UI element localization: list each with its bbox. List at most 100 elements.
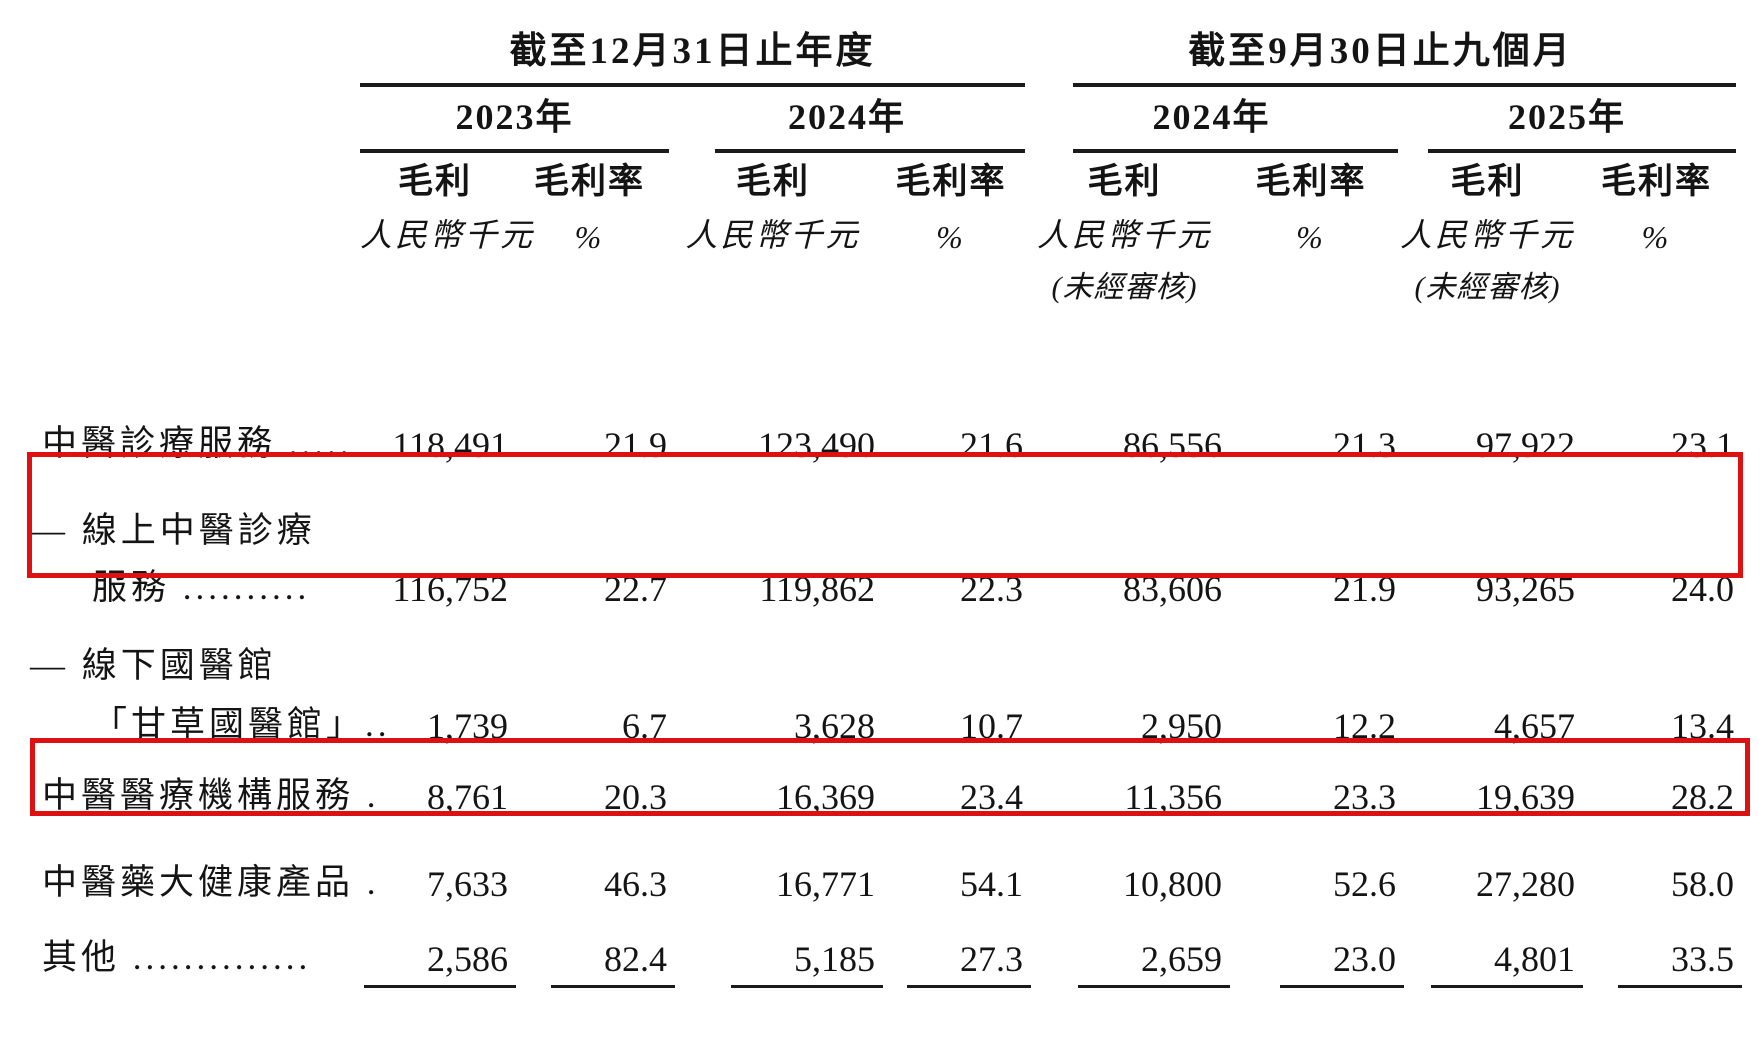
cell-value: 123,490 — [758, 424, 875, 465]
spacer-row — [0, 472, 1736, 502]
spacer-row — [0, 826, 1736, 854]
unaudited-note: (未經審核) — [1414, 270, 1561, 304]
cell-value: 24.0 — [1671, 568, 1734, 609]
header-rule — [715, 149, 1025, 153]
unit-header-row: 人民幣千元 % 人民幣千元 % 人民幣千元 % 人民幣千元 % — [0, 210, 1736, 260]
cell-value: 21.3 — [1333, 424, 1396, 465]
measure-header-row: 毛利 毛利率 毛利 毛利率 毛利 毛利率 毛利 毛利率 — [0, 153, 1736, 210]
cell-value: 22.3 — [960, 568, 1023, 609]
row-label: — 線上中醫診療 — [30, 510, 316, 550]
cell-value: 82.4 — [604, 939, 667, 979]
row-label: 其他 .............. — [42, 937, 312, 977]
cell-value: 23.3 — [1333, 776, 1396, 817]
row-label: — 線下國醫館 — [30, 645, 277, 685]
row-offline-clinics-label1: — 線下國醫館 — [0, 637, 1736, 696]
row-online-tcm-services: 服務 .......... 116,752 22.7 119,862 22.3 … — [0, 559, 1736, 612]
row-label: 服務 .......... — [92, 567, 311, 607]
col-gross-margin: 毛利率 — [533, 161, 645, 201]
header-spacer — [0, 87, 360, 153]
subtotal-rule — [907, 985, 1031, 988]
unit-pct: % — [574, 218, 605, 255]
cell-value: 19,639 — [1476, 776, 1575, 817]
cell-value: 2,659 — [1141, 939, 1222, 979]
cell-value: 2,586 — [427, 939, 508, 979]
row-label: 「甘草國醫館」.. — [92, 704, 391, 744]
cell-value: 23.1 — [1671, 424, 1734, 465]
period-group-sep30-title: 截至9月30日止九個月 — [1188, 31, 1573, 72]
col-gross-margin: 毛利率 — [895, 161, 1007, 201]
row-label: 中醫藥大健康產品 . — [42, 862, 380, 902]
row-label: 中醫診療服務 ..... — [42, 423, 353, 463]
period-group-dec31-title: 截至12月31日止年度 — [509, 31, 876, 72]
cell-value: 16,771 — [776, 863, 875, 904]
cell-value: 58.0 — [1671, 863, 1734, 904]
year-fy2023: 2023年 — [360, 87, 669, 153]
cell-value: 119,862 — [759, 568, 875, 609]
cell-value: 46.3 — [604, 863, 667, 904]
cell-value: 10,800 — [1123, 863, 1222, 904]
gross-profit-table: 截至12月31日止年度 截至9月30日止九個月 2023年 2024年 2024… — [0, 20, 1742, 1048]
header-spacer — [0, 210, 360, 260]
cell-value: 21.9 — [604, 424, 667, 465]
subtotal-rule — [1618, 985, 1742, 988]
cell-value: 21.9 — [1333, 568, 1396, 609]
header-spacer — [0, 260, 360, 310]
cell-value: 27.3 — [960, 939, 1023, 979]
cell-value: 54.1 — [960, 863, 1023, 904]
year-nm2025: 2025年 — [1398, 87, 1736, 153]
cell-value: 97,922 — [1476, 424, 1575, 465]
header-spacer — [0, 20, 360, 87]
period-group-dec31: 截至12月31日止年度 — [360, 20, 1025, 87]
cell-value: 12.2 — [1333, 705, 1396, 746]
unit-pct: % — [1641, 218, 1672, 255]
period-group-header-row: 截至12月31日止年度 截至9月30日止九個月 — [0, 20, 1736, 87]
unit-rmb: 人民幣千元 — [1036, 216, 1212, 253]
cell-value: 11,356 — [1124, 776, 1222, 817]
row-offline-clinics: 「甘草國醫館」.. 1,739 6.7 3,628 10.7 2,950 12.… — [0, 696, 1736, 755]
cell-value: 3,628 — [794, 705, 875, 746]
header-rule — [360, 149, 669, 153]
header-rule — [360, 83, 1025, 87]
row-tcm-health-products: 中醫藥大健康產品 . 7,633 46.3 16,771 54.1 10,800… — [0, 854, 1736, 913]
cell-value: 22.7 — [604, 568, 667, 609]
subtotal-rule — [1431, 985, 1583, 988]
subtotal-rule — [551, 985, 675, 988]
header-rule — [1073, 149, 1398, 153]
col-gross-profit: 毛利 — [1087, 161, 1162, 201]
subtotal-rule — [1078, 985, 1230, 988]
cell-value: 21.6 — [960, 424, 1023, 465]
cell-value: 116,752 — [392, 568, 508, 609]
spacer-row — [0, 310, 1736, 415]
cell-value: 20.3 — [604, 776, 667, 817]
cell-value: 83,606 — [1123, 568, 1222, 609]
unaudited-note: (未經審核) — [1051, 270, 1198, 304]
row-others: 其他 .............. 2,586 82.4 5,185 27.3 … — [0, 929, 1742, 992]
header-rule — [1073, 83, 1736, 87]
unaudited-row: (未經審核) (未經審核) — [0, 260, 1736, 310]
unit-rmb: 人民幣千元 — [1399, 216, 1575, 253]
spacer-row — [0, 755, 1736, 767]
period-group-sep30: 截至9月30日止九個月 — [1025, 20, 1736, 87]
unit-pct: % — [1296, 218, 1326, 255]
cell-value: 4,801 — [1494, 939, 1575, 979]
cell-value: 16,369 — [776, 776, 875, 817]
row-label: 中醫醫療機構服務 . — [42, 775, 380, 815]
cell-value: 27,280 — [1476, 863, 1575, 904]
year-header-row: 2023年 2024年 2024年 2025年 — [0, 87, 1736, 153]
cell-value: 6.7 — [622, 705, 667, 746]
cell-value: 10.7 — [960, 705, 1023, 746]
cell-value: 52.6 — [1333, 863, 1396, 904]
subtotal-rule — [731, 985, 883, 988]
cell-value: 93,265 — [1476, 568, 1575, 609]
cell-value: 2,950 — [1141, 705, 1222, 746]
cell-value: 118,491 — [392, 424, 508, 465]
cell-value: 4,657 — [1494, 705, 1575, 746]
cell-value: 28.2 — [1671, 776, 1734, 817]
unit-rmb: 人民幣千元 — [685, 216, 861, 253]
row-tcm-diagnosis-services: 中醫診療服務 ..... 118,491 21.9 123,490 21.6 8… — [0, 415, 1736, 472]
spacer-row — [0, 992, 1736, 1048]
cell-value: 5,185 — [794, 939, 875, 979]
spacer-row — [0, 612, 1736, 637]
row-medical-institution-services: 中醫醫療機構服務 . 8,761 20.3 16,369 23.4 11,356… — [0, 767, 1736, 826]
